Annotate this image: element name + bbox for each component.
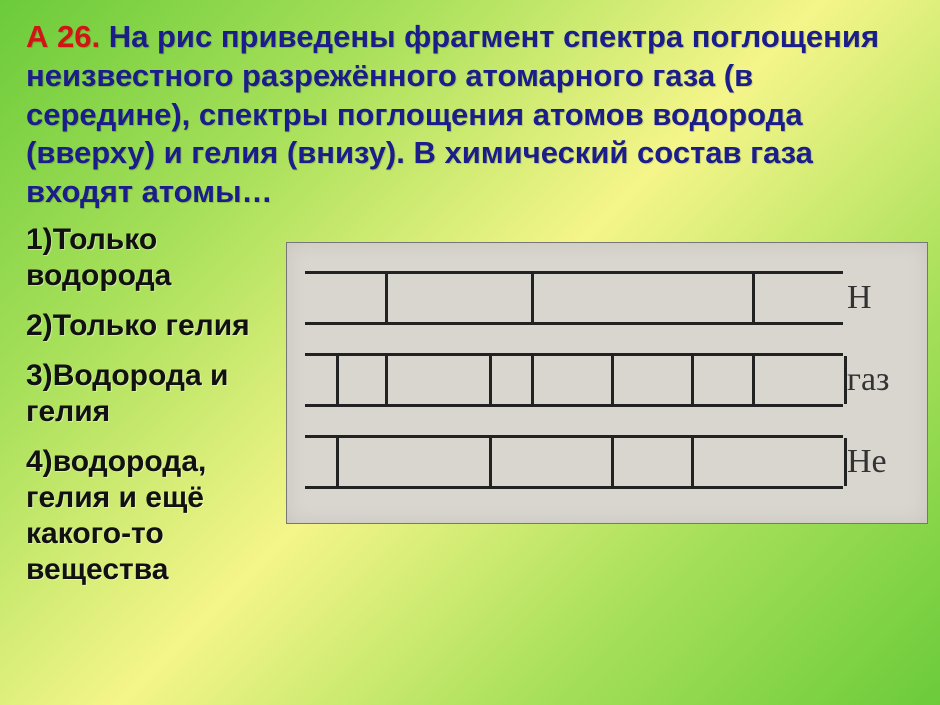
spectral-line (489, 356, 492, 404)
spectral-line (531, 274, 534, 322)
answer-text: Только гелия (53, 309, 250, 342)
answer-option: 2)Только гелия (26, 308, 286, 344)
spectral-line (752, 274, 755, 322)
spectral-line (336, 356, 339, 404)
spectral-line (611, 356, 614, 404)
answer-option: 4)водорода, гелия и ещё какого-то вещест… (26, 444, 286, 588)
content-row: 1)Только водорода 2)Только гелия 3)Водор… (26, 222, 914, 602)
spectral-line (691, 356, 694, 404)
answers-list: 1)Только водорода 2)Только гелия 3)Водор… (26, 222, 286, 602)
band-label: газ (847, 361, 917, 399)
spectrum-diagram: Нгаз Не (286, 242, 928, 524)
spectral-line (531, 356, 534, 404)
answer-option: 1)Только водорода (26, 222, 286, 294)
spectral-line (489, 438, 492, 486)
answer-number: 4) (26, 445, 53, 478)
slide: А 26. На рис приведены фрагмент спектра … (0, 0, 940, 620)
band-label: Н (847, 279, 917, 317)
question-text: На рис приведены фрагмент спектра поглощ… (26, 19, 879, 209)
answer-text: Водорода и гелия (26, 359, 228, 428)
spectral-line (752, 356, 755, 404)
spectral-line (336, 438, 339, 486)
answer-number: 2) (26, 309, 53, 342)
spectrum-band: газ (305, 353, 917, 407)
answer-option: 3)Водорода и гелия (26, 358, 286, 430)
diagram-wrap: Нгаз Не (286, 222, 928, 524)
answer-text: водорода, гелия и ещё какого-то вещества (26, 445, 206, 586)
answer-number: 1) (26, 223, 53, 256)
spectral-line (611, 438, 614, 486)
band-label: Не (847, 443, 917, 481)
spectral-line (385, 274, 388, 322)
question-block: А 26. На рис приведены фрагмент спектра … (26, 18, 914, 212)
spectral-line (385, 356, 388, 404)
question-number: А 26. (26, 19, 100, 54)
spectrum-band: Не (305, 435, 917, 489)
spectral-line (691, 438, 694, 486)
answer-number: 3) (26, 359, 53, 392)
spectrum-band: Н (305, 271, 917, 325)
